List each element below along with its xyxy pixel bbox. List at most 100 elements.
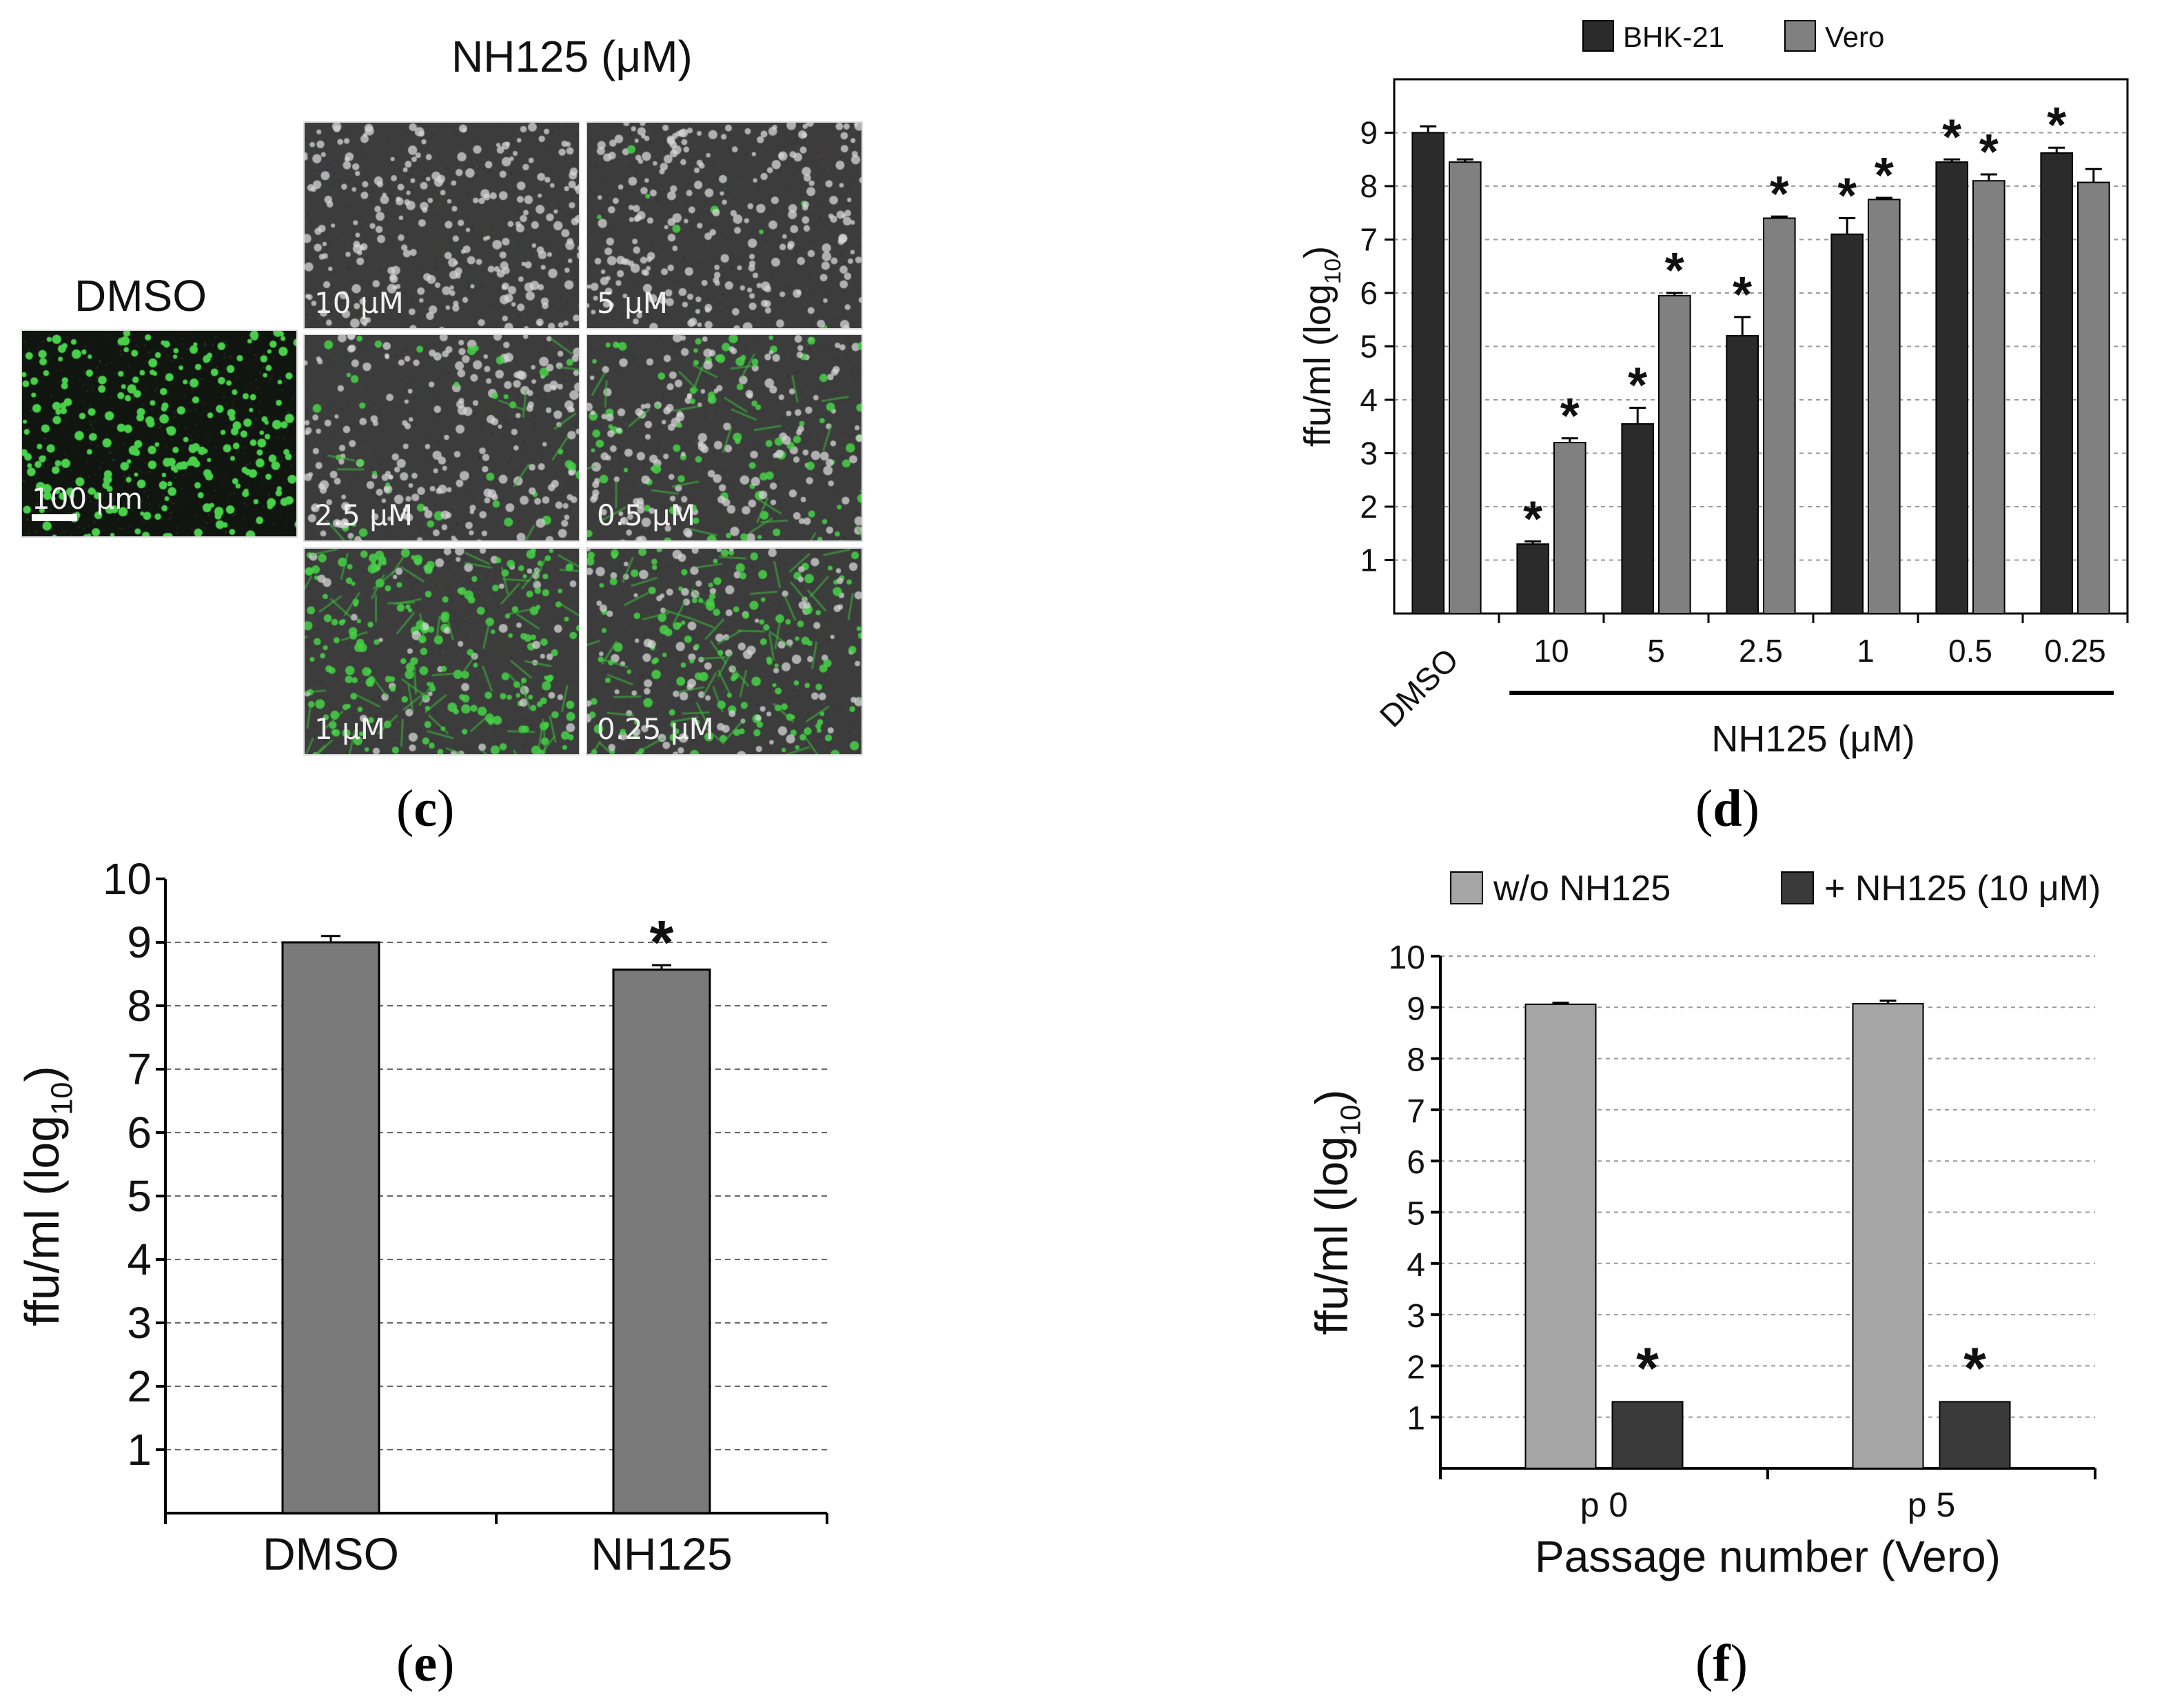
bar <box>1830 233 1864 614</box>
bar <box>1658 294 1691 614</box>
significance-star: * <box>1733 267 1752 323</box>
micro-image-10uM: 10 μM <box>303 121 580 330</box>
bar <box>1524 1003 1597 1470</box>
significance-star: * <box>1636 1335 1659 1400</box>
tile-label: 1 μM <box>314 712 386 746</box>
y-tick-label: 7 <box>127 1044 152 1094</box>
significance-star: * <box>1837 169 1857 224</box>
bar <box>1935 161 1969 614</box>
significance-star: * <box>1770 167 1789 222</box>
x-tick-label: 10 <box>1533 633 1569 669</box>
y-tick-label: 8 <box>127 981 152 1031</box>
y-tick-label: 9 <box>127 918 152 967</box>
x-tick-label: DMSO <box>1373 641 1465 733</box>
y-tick-label: 3 <box>1407 1298 1425 1335</box>
y-tick-label: 1 <box>127 1425 152 1475</box>
y-tick-label: 4 <box>1407 1247 1425 1284</box>
legend-label: + NH125 (10 μM) <box>1824 869 2101 909</box>
bar <box>1939 1401 2011 1469</box>
bar <box>1411 132 1445 614</box>
bar <box>1852 1003 1924 1469</box>
legend-swatch <box>1582 20 1614 52</box>
y-tick-label: 1 <box>1360 543 1378 578</box>
legend-swatch <box>1784 20 1816 52</box>
micro-image-1uM: 1 μM <box>303 547 580 756</box>
bar <box>1868 199 1901 614</box>
legend-swatch <box>1781 871 1814 904</box>
x-tick-label: 0.25 <box>2044 633 2106 669</box>
tile-label: 10 μM <box>314 286 404 320</box>
y-tick-label: 2 <box>127 1361 152 1411</box>
y-tick-label: 6 <box>1360 275 1378 311</box>
bar <box>2040 152 2074 614</box>
micro-image-0-25uM: 0.25 μM <box>586 547 863 756</box>
tile-label: 0.25 μM <box>597 712 714 746</box>
y-tick-label: 10 <box>103 854 152 904</box>
significance-star: * <box>1665 243 1684 298</box>
significance-star: * <box>2047 98 2066 153</box>
bar <box>1516 543 1549 614</box>
y-tick-label: 5 <box>1407 1196 1425 1233</box>
significance-star: * <box>1963 1335 1986 1400</box>
significance-star: * <box>649 909 673 977</box>
significance-star: * <box>1979 125 1999 180</box>
y-tick-label: 7 <box>1407 1093 1425 1130</box>
chart-d: BHK-21 Vero 1 2 3 4 5 6 7 8 9 ffu/ml (log10) DMSO * * 1… <box>1297 20 2129 760</box>
x-tick-label: NH125 <box>591 1528 732 1579</box>
bar <box>1553 442 1586 614</box>
dmso-label: DMSO <box>74 271 207 321</box>
y-axis-label: ffu/ml (log10) <box>15 1066 79 1326</box>
bar <box>281 941 380 1514</box>
y-tick-label: 4 <box>127 1235 152 1284</box>
legend-label: BHK-21 <box>1623 21 1724 53</box>
panel-c-title: NH125 (μM) <box>451 32 693 81</box>
y-tick-label: 7 <box>1360 222 1378 258</box>
bar <box>1972 180 2006 614</box>
caption-d: (d) <box>1695 780 1759 838</box>
legend-label: w/o NH125 <box>1493 869 1671 909</box>
x-tick-label: 1 <box>1857 633 1875 669</box>
x-tick-label: 2.5 <box>1739 633 1783 669</box>
micro-image-0-5uM: 0.5 μM <box>586 334 863 542</box>
y-axis-label: ffu/ml (log10) <box>1297 246 1346 447</box>
x-axis-label: NH125 (μM) <box>1711 718 1915 760</box>
y-tick-label: 2 <box>1360 489 1378 525</box>
plot-frame <box>1393 78 2129 615</box>
bar <box>1449 161 1482 614</box>
x-axis-label: Passage number (Vero) <box>1535 1532 2001 1581</box>
bar <box>1621 423 1655 614</box>
y-tick-label: 9 <box>1360 115 1378 151</box>
y-tick-label: 3 <box>127 1298 152 1348</box>
y-tick-label: 5 <box>1360 329 1378 365</box>
x-tick-label: DMSO <box>263 1528 399 1579</box>
bar <box>1726 335 1759 614</box>
bar <box>612 969 711 1514</box>
y-axis-label: ffu/ml (log10) <box>1306 1089 1366 1335</box>
y-tick-label: 10 <box>1389 940 1425 976</box>
legend-swatch <box>1450 871 1483 904</box>
scale-bar-line <box>32 514 77 521</box>
y-tick-label: 2 <box>1407 1349 1425 1386</box>
legend-label: Vero <box>1825 21 1884 53</box>
x-tick-label: p 5 <box>1908 1486 1956 1524</box>
y-tick-label: 8 <box>1360 168 1378 204</box>
chart-f: w/o NH125 + NH125 (10 μM) 1 2 3 4 5 6 7 8 9 10 ffu/m… <box>1306 869 2101 1581</box>
panel-c: NH125 (μM) DMSO 100 μm 10 μM 5 μM 2.5 μM… <box>0 0 882 848</box>
significance-star: * <box>1560 389 1580 444</box>
significance-star: * <box>1875 148 1894 203</box>
bar <box>2077 181 2110 614</box>
significance-star: * <box>1523 492 1542 547</box>
y-tick-label: 3 <box>1360 436 1378 472</box>
chart-e: 1 2 3 4 5 6 7 8 9 10 ffu/ml (log10) DMSO * NH125 <box>15 854 828 1579</box>
y-tick-label: 5 <box>127 1171 152 1221</box>
y-tick-label: 4 <box>1360 382 1378 418</box>
caption-c: (c) <box>396 780 455 838</box>
caption-f: (f) <box>1695 1634 1748 1692</box>
significance-star: * <box>1942 110 1961 165</box>
y-tick-label: 6 <box>127 1108 152 1157</box>
significance-star: * <box>1628 358 1647 414</box>
micro-image-2-5uM: 2.5 μM <box>303 334 580 542</box>
x-tick-label: 5 <box>1647 633 1665 669</box>
y-tick-label: 6 <box>1407 1144 1425 1181</box>
tile-label: 0.5 μM <box>597 498 696 532</box>
